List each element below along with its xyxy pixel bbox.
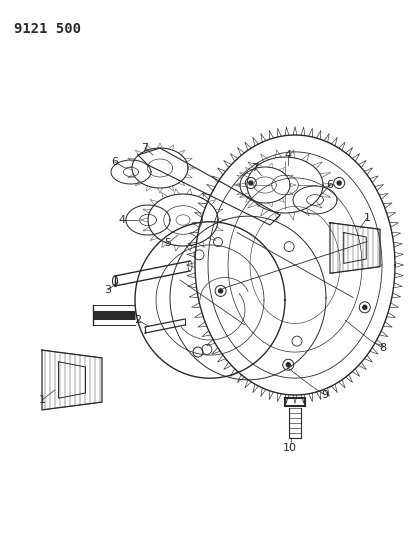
Text: 3: 3 bbox=[104, 285, 111, 295]
Text: 4: 4 bbox=[284, 150, 291, 160]
Text: 9: 9 bbox=[321, 390, 328, 400]
Circle shape bbox=[286, 363, 290, 367]
Text: 1: 1 bbox=[363, 213, 370, 223]
Text: 9121 500: 9121 500 bbox=[14, 22, 81, 36]
Text: 10: 10 bbox=[283, 443, 297, 453]
Text: 7: 7 bbox=[252, 163, 259, 173]
Text: 8: 8 bbox=[379, 343, 387, 353]
Circle shape bbox=[249, 181, 253, 185]
Text: 6: 6 bbox=[326, 180, 333, 190]
Text: 4: 4 bbox=[118, 215, 126, 225]
Text: 7: 7 bbox=[141, 143, 148, 153]
Text: 2: 2 bbox=[134, 315, 141, 325]
Text: 1: 1 bbox=[39, 395, 46, 405]
Circle shape bbox=[337, 181, 341, 185]
Text: 6: 6 bbox=[111, 157, 118, 167]
Circle shape bbox=[219, 289, 223, 293]
Text: 5: 5 bbox=[164, 238, 171, 248]
Circle shape bbox=[363, 305, 367, 309]
